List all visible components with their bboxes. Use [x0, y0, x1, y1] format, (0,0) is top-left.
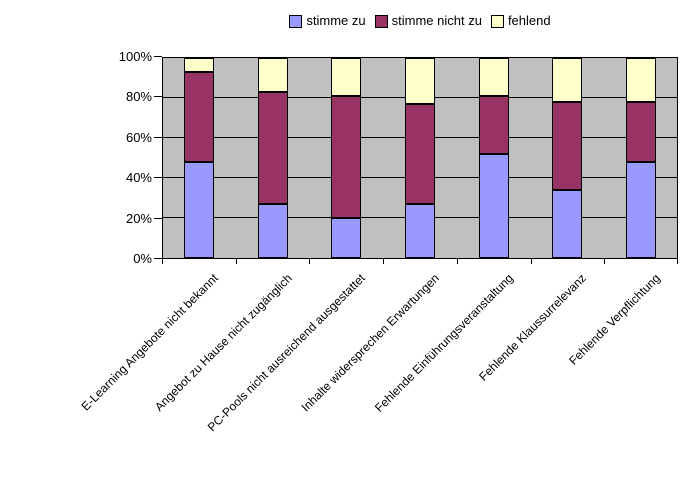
bar-3-segment-2 [405, 58, 435, 104]
y-tick-mark-100 [154, 56, 162, 57]
bar-1-segment-0 [257, 204, 288, 258]
legend-item-stimme-nicht-zu: stimme nicht zu [374, 13, 482, 29]
bar-2-segment-0 [331, 218, 362, 258]
bar-1 [257, 58, 288, 258]
bar-6-segment-1 [626, 102, 657, 162]
bar-2-segment-1 [331, 96, 362, 218]
legend-item-stimme-zu: stimme zu [289, 13, 366, 29]
y-tick-label-0: 0% [133, 251, 152, 266]
bar-5-segment-1 [552, 102, 583, 190]
y-tick-label-100: 100% [118, 49, 152, 64]
x-tick-mark-2 [309, 259, 311, 264]
y-tick-mark-60 [154, 136, 162, 138]
bar-5 [552, 58, 583, 258]
y-tick-mark-40 [154, 177, 162, 179]
bar-4-segment-0 [478, 154, 509, 258]
y-tick-label-60: 60% [125, 129, 152, 145]
bar-4 [478, 58, 509, 258]
x-tick-mark-3 [383, 259, 385, 264]
bar-0-segment-2 [183, 58, 214, 72]
bar-5-segment-0 [552, 190, 583, 258]
bar-0-segment-1 [183, 72, 214, 162]
bar-2 [331, 58, 362, 258]
bar-6 [626, 58, 657, 258]
bar-0-segment-0 [183, 162, 214, 258]
bar-6-segment-2 [626, 58, 657, 102]
legend-swatch-stimme-nicht-zu-icon [374, 14, 388, 28]
x-tick-mark-7 [677, 259, 678, 264]
bar-3-segment-0 [405, 204, 435, 258]
bar-1-segment-1 [257, 92, 288, 204]
plot-area [162, 57, 678, 259]
x-tick-mark-1 [235, 259, 237, 264]
legend: stimme zu stimme nicht zu fehlend [162, 12, 678, 30]
bar-4-segment-2 [478, 58, 509, 96]
bar-0 [183, 58, 214, 258]
legend-swatch-fehlend-icon [490, 14, 504, 28]
x-tick-mark-5 [530, 259, 532, 264]
x-tick-mark-4 [456, 259, 458, 264]
bar-6-segment-0 [626, 162, 657, 258]
y-tick-label-80: 80% [125, 89, 152, 105]
y-tick-mark-0 [154, 258, 162, 259]
y-tick-mark-20 [154, 217, 162, 219]
y-tick-label-20: 20% [125, 210, 152, 226]
legend-label-stimme-nicht-zu: stimme nicht zu [391, 13, 482, 28]
x-tick-mark-0 [162, 259, 163, 264]
bar-1-segment-2 [257, 58, 288, 92]
bar-3-segment-1 [405, 104, 435, 204]
y-tick-mark-80 [154, 96, 162, 98]
bar-3 [405, 58, 435, 258]
legend-swatch-stimme-zu-icon [289, 14, 303, 28]
legend-item-fehlend: fehlend [490, 13, 551, 29]
y-tick-label-40: 40% [125, 170, 152, 186]
x-tick-mark-6 [604, 259, 606, 264]
bar-2-segment-2 [331, 58, 362, 96]
legend-label-fehlend: fehlend [507, 13, 551, 28]
bar-5-segment-2 [552, 58, 583, 102]
legend-label-stimme-zu: stimme zu [306, 13, 366, 28]
bar-4-segment-1 [478, 96, 509, 154]
